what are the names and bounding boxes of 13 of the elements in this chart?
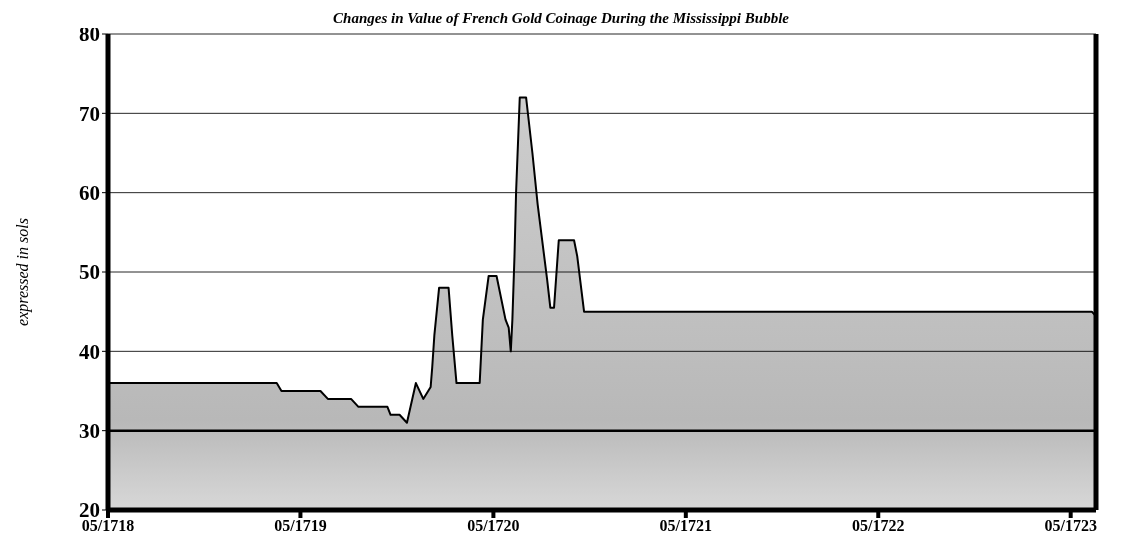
- chart-title: Changes in Value of French Gold Coinage During the Mississippi Bubble: [333, 10, 789, 26]
- y-tick-label: 80: [79, 22, 100, 47]
- y-tick-label: 70: [79, 101, 100, 126]
- y-tick-label: 30: [79, 419, 100, 444]
- y-tick-label: 40: [79, 339, 100, 364]
- x-tick-label: 05/1723: [1044, 517, 1097, 535]
- x-tick-label: 05/1721: [659, 517, 713, 535]
- y-tick-label: 60: [79, 181, 100, 206]
- x-tick-label: 05/1722: [852, 517, 905, 535]
- y-tick-label: 50: [79, 260, 100, 285]
- x-tick-label: 05/1719: [274, 517, 327, 535]
- y-axis-title: expressed in sols: [13, 218, 32, 326]
- x-tick-label: 05/1720: [467, 517, 520, 535]
